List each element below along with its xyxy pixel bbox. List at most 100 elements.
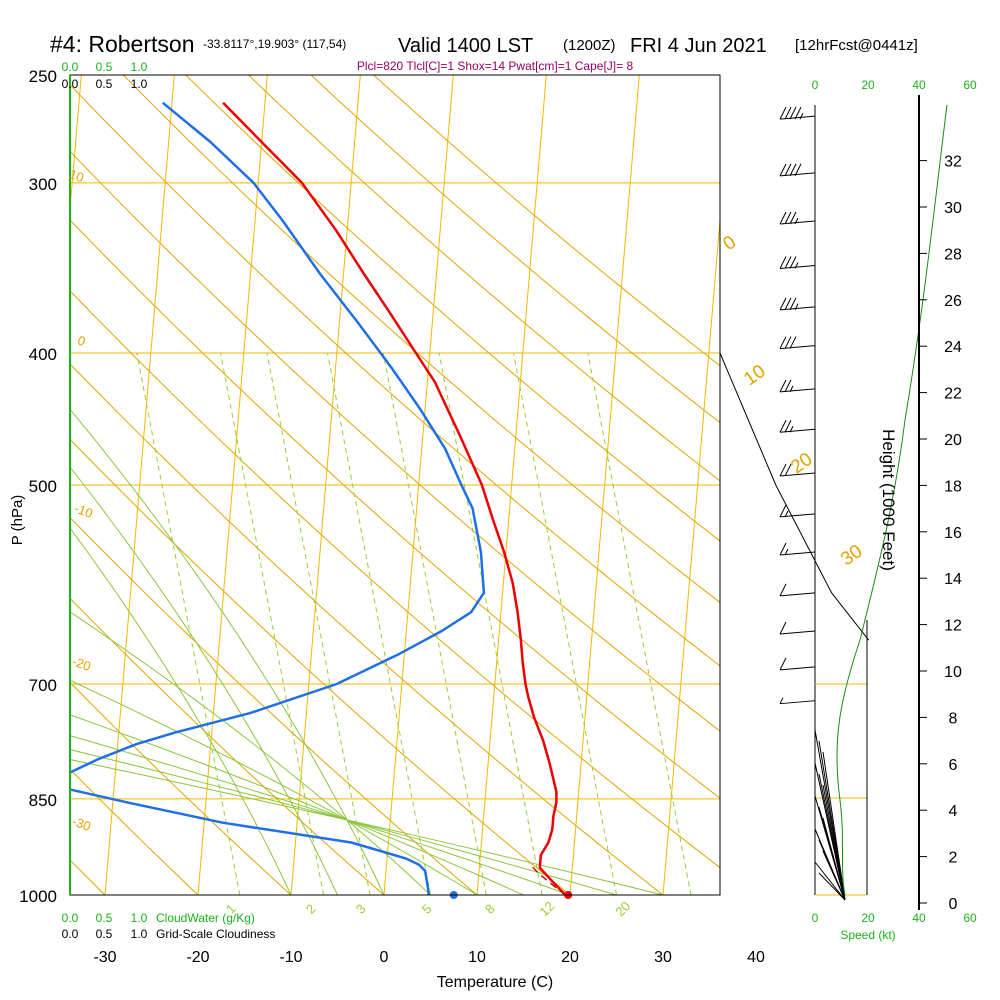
wind-barb-staff bbox=[779, 115, 816, 120]
isotherm-line bbox=[662, 214, 720, 895]
y-axis-title: P (hPa) bbox=[9, 495, 26, 546]
pressure-tick-label: 500 bbox=[29, 477, 57, 496]
wind-barb bbox=[779, 583, 816, 597]
wind-barb-flag bbox=[779, 256, 787, 269]
height-tick-label: 24 bbox=[944, 339, 962, 356]
dry-adiabat-line bbox=[70, 597, 385, 895]
dry-adiabat-line bbox=[372, 75, 720, 367]
dry-adiabat-line bbox=[70, 219, 720, 799]
wind-profile-line bbox=[822, 784, 846, 901]
wind-barb-half bbox=[784, 510, 789, 518]
dry-adiabat-line bbox=[310, 75, 720, 424]
wind-barb-staff bbox=[779, 592, 816, 597]
cloud-scale-bottom-label: 0.5 bbox=[96, 911, 113, 925]
isotherm-line bbox=[476, 75, 547, 895]
wind-barb-staff bbox=[779, 388, 816, 393]
mixing-ratio-line bbox=[587, 352, 692, 895]
wind-barb-staff bbox=[779, 306, 816, 311]
temperature-tick-label: -30 bbox=[93, 949, 116, 966]
moist-adiabat-line bbox=[70, 408, 385, 895]
wind-barb-flag bbox=[779, 419, 787, 433]
dry-adiabat-line bbox=[70, 438, 571, 895]
wind-barb-flag bbox=[779, 583, 787, 597]
height-tick-label: 28 bbox=[944, 246, 962, 263]
wind-barb-half bbox=[779, 697, 784, 704]
wind-barb-flag bbox=[784, 419, 792, 433]
isotherm-line bbox=[290, 75, 361, 895]
dry-adiabat-label: -10 bbox=[72, 501, 95, 522]
height-tick-label: 32 bbox=[944, 154, 962, 171]
dewpoint-line bbox=[70, 101, 486, 895]
wind-barb-flag bbox=[784, 463, 792, 477]
temperature-tick-label: 10 bbox=[468, 949, 486, 966]
sounding-series bbox=[70, 101, 567, 895]
wind-barb-staff bbox=[779, 265, 816, 270]
isotherm-line bbox=[197, 75, 268, 895]
dry-adiabat-line bbox=[70, 516, 478, 895]
wind-barb-flag bbox=[789, 211, 797, 225]
wind-barb-staff bbox=[779, 666, 816, 671]
wind-barb-flag bbox=[779, 163, 787, 177]
wind-barb-staff bbox=[779, 700, 816, 705]
dry-adiabat-line bbox=[185, 75, 720, 542]
height-tick-label: 0 bbox=[949, 896, 958, 913]
dry-adiabat-label: -20 bbox=[70, 654, 93, 675]
wind-barb-flag bbox=[779, 504, 787, 518]
speed-tick-bottom: 20 bbox=[861, 911, 875, 925]
wind-barb-half bbox=[784, 548, 789, 556]
cloud-scale-bottom-label: 0.0 bbox=[62, 911, 79, 925]
wind-barb-staff bbox=[779, 345, 816, 350]
wind-barb-flag bbox=[779, 211, 787, 225]
wind-barb-flag bbox=[779, 106, 787, 120]
cloudiness-scale-top-label: 0.0 bbox=[62, 77, 79, 91]
moist-adiabat-line bbox=[70, 749, 617, 895]
speed-tick-top: 40 bbox=[912, 78, 926, 92]
wind-barb-flag bbox=[794, 106, 802, 120]
wind-profile-line bbox=[818, 872, 846, 901]
wind-barb-staff bbox=[779, 172, 816, 177]
isotherm-line bbox=[104, 75, 175, 895]
wind-barb-staff bbox=[779, 513, 816, 518]
wind-profile-line bbox=[822, 850, 846, 901]
wind-barb-flag bbox=[779, 621, 787, 635]
moist-adiabat-line bbox=[70, 527, 292, 895]
wind-barb bbox=[779, 336, 816, 350]
height-tick-label: 8 bbox=[949, 710, 958, 727]
wind-barb-staff bbox=[779, 220, 816, 225]
wind-barb-half bbox=[799, 112, 804, 120]
wind-speed-curve bbox=[836, 104, 948, 896]
wind-barb bbox=[779, 297, 816, 311]
cloudiness-label: Grid-Scale Cloudiness bbox=[156, 927, 275, 941]
height-tick-label: 14 bbox=[944, 571, 962, 588]
cloudiness-scale-bottom-label: 0.5 bbox=[96, 927, 113, 941]
dry-adiabat-label: 10 bbox=[67, 166, 86, 185]
wind-barb-flag bbox=[789, 256, 797, 269]
height-tick-label: 26 bbox=[944, 293, 962, 310]
height-axis-title: Height (1000 Feet) bbox=[879, 429, 898, 571]
wind-barb-half bbox=[794, 303, 799, 311]
forecast-info: [12hrFcst@0441z] bbox=[795, 37, 918, 54]
wind-panel bbox=[779, 104, 948, 901]
wind-barb-flag bbox=[779, 336, 787, 349]
moist-adiabat-line bbox=[70, 759, 664, 895]
mixing-ratio-line bbox=[220, 352, 325, 895]
mixing-ratio-line bbox=[513, 352, 617, 895]
height-tick-label: 16 bbox=[944, 525, 962, 542]
pressure-tick-label: 1000 bbox=[19, 887, 57, 906]
wind-barb-flag bbox=[784, 379, 792, 393]
wind-barb bbox=[779, 419, 816, 433]
mixing-ratio-line bbox=[327, 352, 431, 895]
wind-barb bbox=[779, 163, 816, 177]
wind-barb-flag bbox=[784, 297, 792, 311]
isotherm-line bbox=[383, 75, 454, 895]
dry-adiabat-label: -30 bbox=[70, 814, 93, 835]
pressure-tick-label: 400 bbox=[29, 345, 57, 364]
wind-barb-flag bbox=[784, 106, 792, 120]
wind-barb-flag bbox=[784, 256, 792, 269]
wind-barb bbox=[779, 621, 816, 635]
wind-barb bbox=[779, 379, 816, 393]
pressure-tick-label: 250 bbox=[29, 67, 57, 86]
parcel-line bbox=[528, 862, 566, 895]
pressure-tick-label: 700 bbox=[29, 676, 57, 695]
